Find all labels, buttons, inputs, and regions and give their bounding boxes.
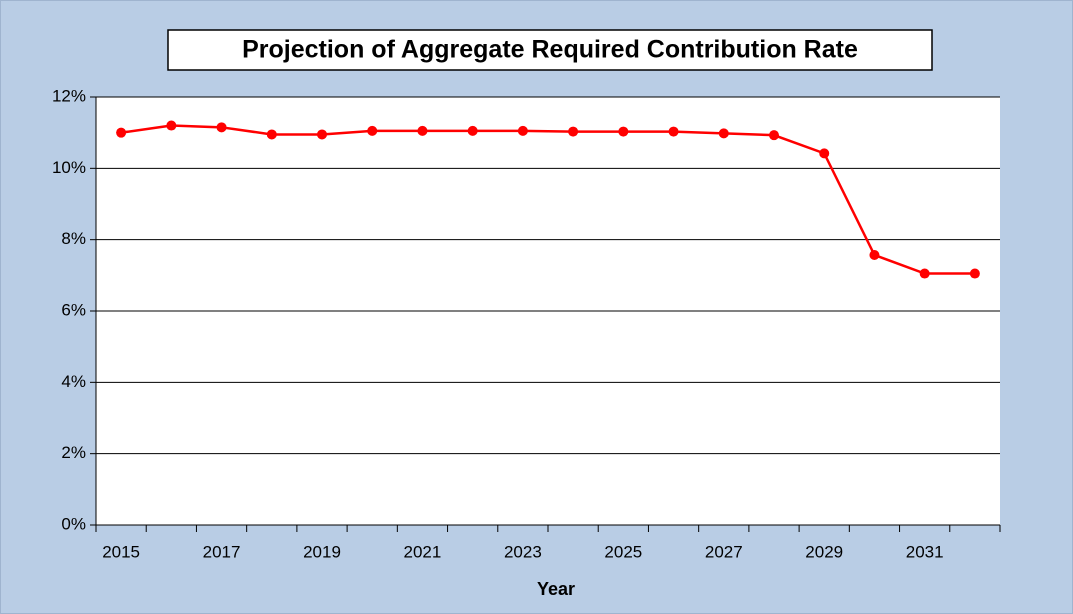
data-point xyxy=(919,268,930,279)
y-tick-label: 6% xyxy=(61,300,86,319)
y-tick-label: 0% xyxy=(61,514,86,533)
x-tick-label: 2023 xyxy=(504,542,542,561)
data-point xyxy=(568,126,579,137)
title-box xyxy=(167,29,933,71)
data-point xyxy=(819,148,830,159)
y-tick-label: 10% xyxy=(52,158,86,177)
data-point xyxy=(266,129,277,140)
chart-title: Projection of Aggregate Required Contrib… xyxy=(242,36,858,64)
data-point xyxy=(969,268,980,279)
data-point xyxy=(618,126,629,137)
data-point xyxy=(367,125,378,136)
y-tick-label: 8% xyxy=(61,229,86,248)
data-point xyxy=(668,126,679,137)
x-tick-label: 2029 xyxy=(805,542,843,561)
x-tick-label: 2015 xyxy=(102,542,140,561)
data-point xyxy=(317,129,327,140)
x-tick-label: 2021 xyxy=(404,542,442,561)
data-point xyxy=(116,127,127,138)
data-point xyxy=(417,125,428,136)
data-line xyxy=(120,124,975,275)
x-tick-label: 2017 xyxy=(203,542,241,561)
y-tick-label: 12% xyxy=(52,86,86,105)
x-axis-label: Year xyxy=(537,579,575,599)
data-point xyxy=(869,250,880,261)
data-point xyxy=(216,122,227,133)
y-tick-label: 2% xyxy=(61,443,86,462)
data-point xyxy=(467,125,478,136)
x-tick-label: 2025 xyxy=(604,542,642,561)
data-point xyxy=(769,130,779,141)
x-tick-label: 2027 xyxy=(705,542,743,561)
x-tick-label: 2019 xyxy=(303,542,341,561)
data-point xyxy=(718,128,729,139)
y-tick-label: 4% xyxy=(61,372,86,391)
x-tick-label: 2031 xyxy=(906,542,944,561)
data-point xyxy=(166,120,177,131)
data-point xyxy=(517,125,528,136)
